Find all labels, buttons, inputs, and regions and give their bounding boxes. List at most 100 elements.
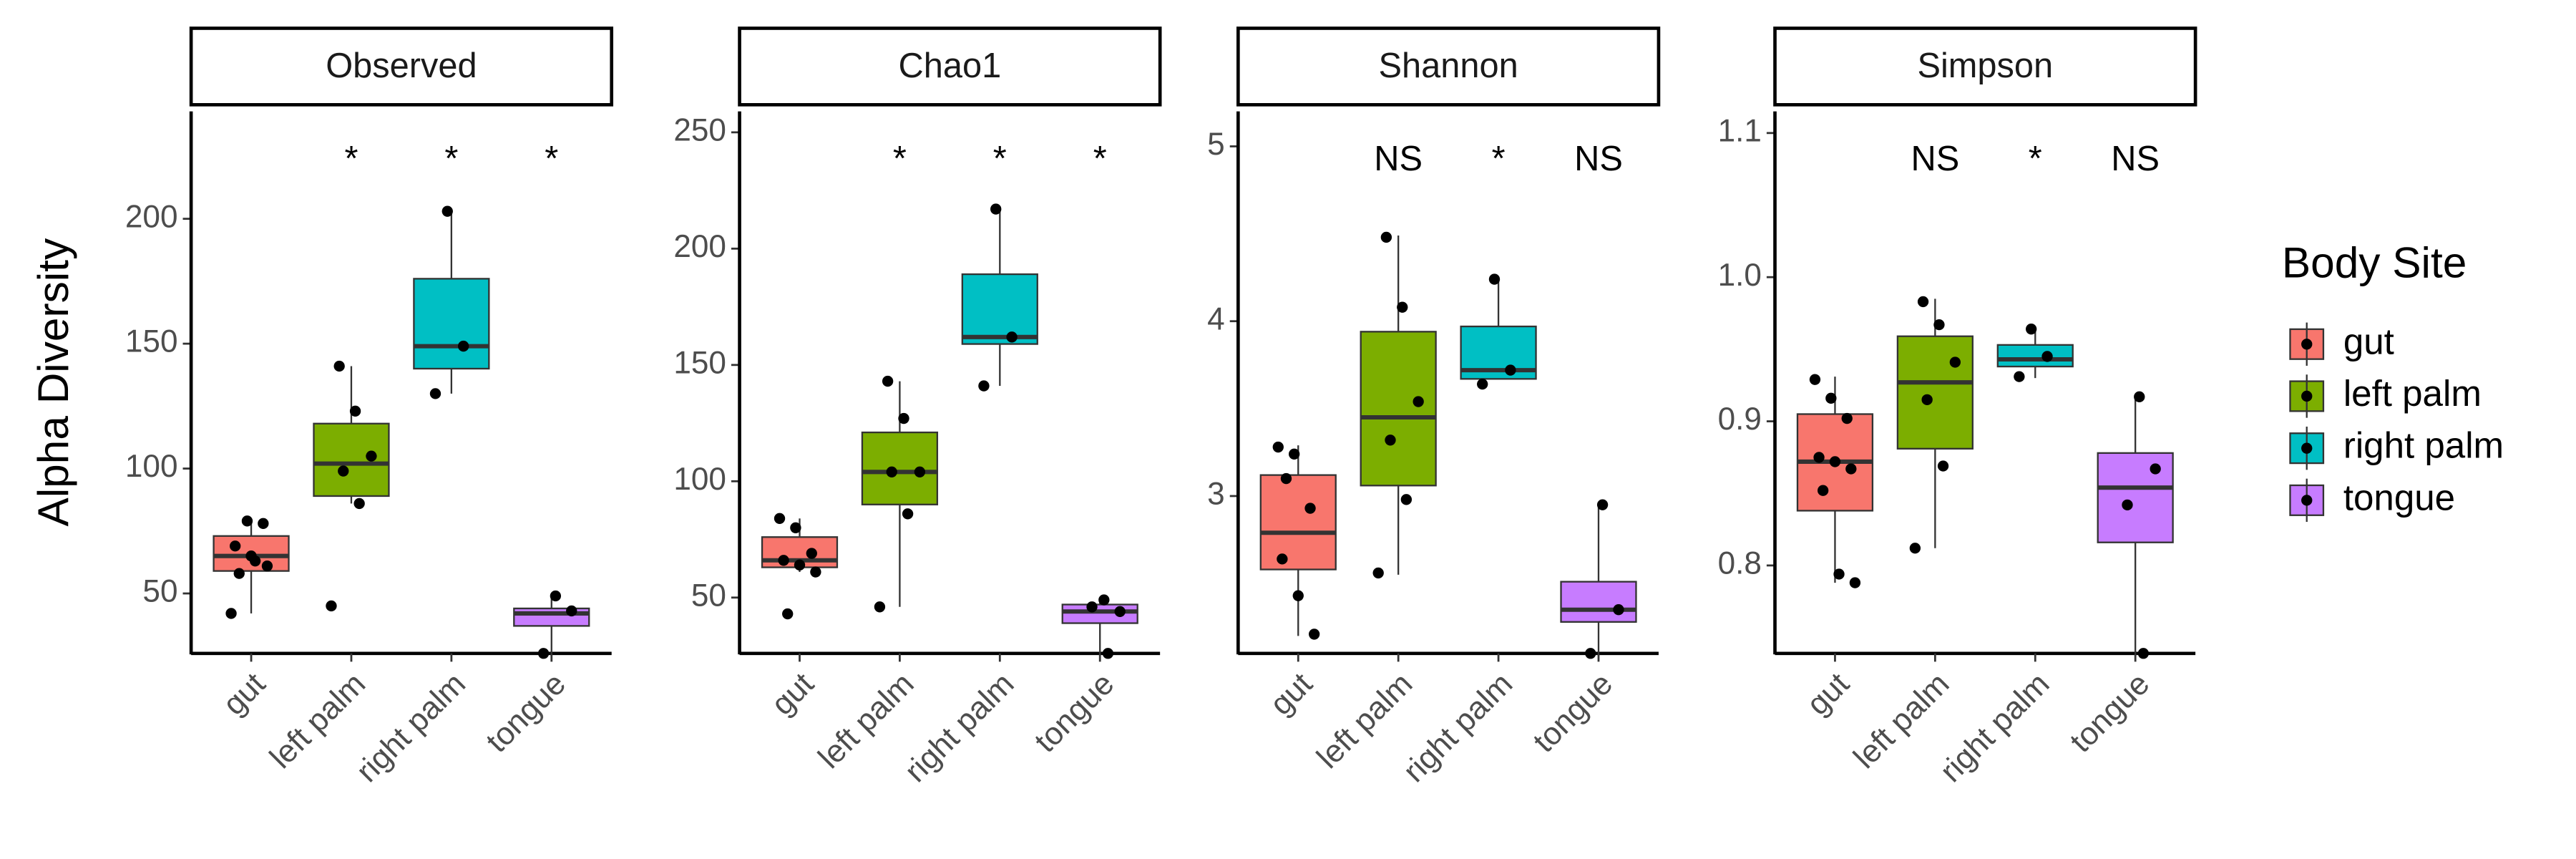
point xyxy=(258,518,269,529)
point xyxy=(1280,472,1292,485)
box xyxy=(861,431,939,505)
point xyxy=(261,560,273,572)
point xyxy=(1505,364,1516,376)
box xyxy=(413,278,490,370)
x-tick-label: right palm xyxy=(898,666,1021,790)
point xyxy=(1829,456,1841,467)
point xyxy=(1098,594,1110,606)
point xyxy=(366,450,377,462)
point xyxy=(1477,378,1488,390)
point xyxy=(1596,499,1609,510)
box xyxy=(1560,581,1637,623)
point xyxy=(1385,435,1396,446)
legend-label: tongue xyxy=(2343,477,2455,518)
legend-label: right palm xyxy=(2343,425,2504,466)
y-tick-label: 100 xyxy=(125,449,178,484)
box xyxy=(1896,335,1974,450)
point xyxy=(1380,231,1392,243)
facet-title: Simpson xyxy=(1917,47,2053,85)
significance-label: * xyxy=(344,140,358,178)
point xyxy=(1272,441,1284,453)
point xyxy=(1006,331,1018,343)
significance-label: NS xyxy=(2111,140,2160,178)
point xyxy=(778,555,789,566)
point xyxy=(1833,568,1845,580)
y-tick-label: 50 xyxy=(142,574,177,609)
point xyxy=(537,648,550,659)
significance-label: * xyxy=(545,140,558,178)
x-tick-label: right palm xyxy=(350,666,473,790)
point xyxy=(1289,448,1300,460)
x-tick-label: gut xyxy=(765,666,821,722)
point xyxy=(1488,273,1501,285)
legend-key-point xyxy=(2301,442,2313,454)
point xyxy=(1304,503,1316,514)
point xyxy=(2041,351,2053,362)
point xyxy=(1114,606,1126,617)
x-tick-label: gut xyxy=(1800,666,1856,722)
point xyxy=(882,375,894,387)
significance-label: * xyxy=(444,140,458,178)
facet-title: Chao1 xyxy=(899,47,1002,85)
box xyxy=(1996,344,2074,368)
x-tick-label: tongue xyxy=(1526,666,1619,759)
facet-strip xyxy=(189,26,614,107)
legend-key-point xyxy=(2301,339,2313,350)
y-tick-label: 4 xyxy=(1207,301,1225,336)
legend-label: left palm xyxy=(2343,373,2482,414)
legend-key-point xyxy=(2301,495,2313,506)
point xyxy=(782,608,794,620)
legend-key-point xyxy=(2301,390,2313,402)
point xyxy=(774,513,786,524)
y-tick-label: 1.0 xyxy=(1718,258,1762,293)
point xyxy=(1845,463,1857,475)
point xyxy=(1809,374,1821,385)
point xyxy=(2137,648,2150,659)
box xyxy=(1061,603,1138,624)
point xyxy=(1102,648,1114,659)
box xyxy=(2097,452,2174,543)
x-tick-label: right palm xyxy=(1933,666,2057,790)
significance-label: * xyxy=(1492,140,1506,178)
y-tick-label: 0.8 xyxy=(1718,546,1762,581)
point xyxy=(810,566,821,578)
facet-title: Shannon xyxy=(1378,47,1518,85)
significance-label: NS xyxy=(1374,140,1423,178)
x-tick-label: gut xyxy=(216,666,272,722)
x-tick-label: tongue xyxy=(479,666,572,759)
point xyxy=(1086,601,1098,613)
x-tick-label: right palm xyxy=(1397,666,1520,790)
point xyxy=(1400,494,1413,505)
point xyxy=(333,360,345,372)
point xyxy=(794,559,806,571)
y-tick-label: 100 xyxy=(673,462,726,497)
point xyxy=(249,555,261,567)
significance-label: NS xyxy=(1911,140,1959,178)
point xyxy=(990,203,1002,215)
box xyxy=(513,607,590,627)
point xyxy=(1849,577,1861,588)
point xyxy=(1917,296,1929,308)
x-tick-label: tongue xyxy=(2063,666,2156,759)
point xyxy=(326,600,337,612)
point xyxy=(1308,629,1320,640)
point xyxy=(1277,553,1288,565)
point xyxy=(1841,412,1853,424)
point xyxy=(566,605,577,617)
box xyxy=(1360,331,1437,487)
box xyxy=(961,273,1038,345)
point xyxy=(441,205,453,217)
point xyxy=(874,601,886,613)
point xyxy=(225,608,237,619)
facet-strip xyxy=(738,26,1162,107)
point xyxy=(241,515,253,527)
point xyxy=(790,522,801,533)
significance-label: * xyxy=(893,140,907,178)
point xyxy=(1397,301,1408,313)
point xyxy=(1933,319,1945,331)
point xyxy=(233,568,245,579)
box xyxy=(1259,474,1337,571)
x-tick-label: tongue xyxy=(1028,666,1121,759)
